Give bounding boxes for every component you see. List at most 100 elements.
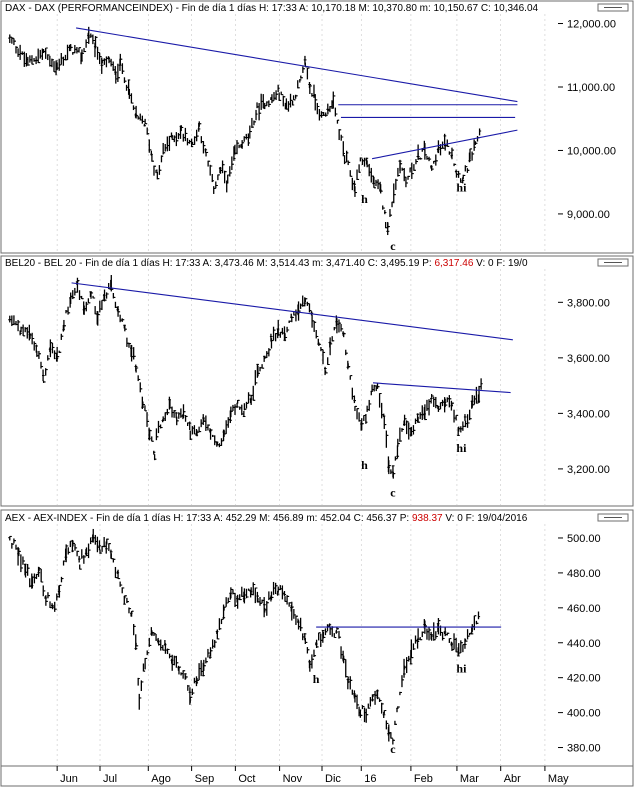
bel20-annotation-hi: hi: [456, 441, 467, 455]
time-axis-label: Ago: [151, 773, 171, 785]
bel20-header-field-label: M:: [257, 258, 271, 269]
dax-trendline[interactable]: [76, 27, 518, 103]
aex-plot: 380.00 400.00 420.00 440.00 460.00 480.00 500.…: [8, 524, 601, 765]
dax-plot: 9,000.00 10,000.00 11,000.00 12,000.00 h c hi: [8, 14, 616, 253]
aex-header-field-value: 456.37: [366, 513, 399, 524]
aex-header-field-label: F:: [466, 513, 478, 524]
bel20-trendline[interactable]: [372, 382, 511, 394]
aex-ytick-label: 460.00: [567, 603, 601, 615]
time-axis-label: Oct: [238, 773, 255, 785]
aex-header-field-value: 452.04: [320, 513, 353, 524]
time-axis-label: Dic: [325, 773, 341, 785]
bel20-header-name: BEL20 - BEL 20 - Fin de día 1 días: [5, 258, 163, 269]
bel20-plot: 3,200.00 3,400.00 3,600.00 3,800.00 h c hi: [8, 269, 610, 505]
dax-header-field-value: 10,346.04: [494, 3, 539, 14]
time-axis-label: 16: [364, 773, 376, 785]
bel20-header-field-label: P:: [422, 258, 434, 269]
time-axis-label: Mar: [460, 773, 479, 785]
aex-header-field-label: C:: [354, 513, 367, 524]
bel20-header-field-label: A:: [203, 258, 215, 269]
aex-ytick-label: 480.00: [567, 568, 601, 580]
time-axis-label: Sep: [195, 773, 215, 785]
aex-annotation-hi: hi: [456, 661, 467, 675]
bel20-header-field-value: 6,317.46: [434, 258, 476, 269]
dax-trendline[interactable]: [371, 129, 518, 160]
aex-header-field-value: 452.29: [226, 513, 259, 524]
bel20-header-field-value: 19/0: [508, 258, 528, 269]
aex-annotation-c: c: [390, 742, 396, 756]
aex-header-field-label: V:: [445, 513, 457, 524]
time-axis-label: Nov: [283, 773, 303, 785]
aex-ytick-label: 440.00: [567, 638, 601, 650]
bel20-header-field-value: 3,495.19: [381, 258, 423, 269]
aex-header-field-value: 456.89: [273, 513, 306, 524]
bel20-header-field-label: H:: [163, 258, 176, 269]
dax-header-field-label: A:: [299, 3, 311, 14]
bel20-header-field-value: 3,471.40: [326, 258, 368, 269]
aex-header-field-label: M:: [259, 513, 273, 524]
bel20-ytick-label: 3,800.00: [567, 297, 610, 309]
bel20-header-field-value: 3,473.46: [215, 258, 257, 269]
dax-annotation-h: h: [361, 192, 368, 206]
aex-annotation-h: h: [313, 672, 320, 686]
bel20-panel[interactable]: BEL20 - BEL 20 - Fin de día 1 días H: 17…: [0, 255, 634, 507]
bel20-ytick-label: 3,600.00: [567, 353, 610, 365]
aex-header: AEX - AEX-INDEX - Fin de día 1 días H: 1…: [5, 513, 528, 524]
aex-panel-frame: [0, 509, 634, 767]
bel20-ytick-label: 3,400.00: [567, 408, 610, 420]
aex-ytick-label: 500.00: [567, 533, 601, 545]
dax-annotation-hi: hi: [456, 181, 467, 195]
bel20-header-field-label: V:: [476, 258, 488, 269]
aex-header-field-label: m:: [306, 513, 320, 524]
bel20-header-field-value: 17:33: [175, 258, 202, 269]
dax-panel-frame: [0, 0, 634, 254]
dax-ytick-label: 12,000.00: [567, 19, 616, 31]
dax-ytick-label: 9,000.00: [567, 209, 610, 221]
bel20-ytick-label: 3,200.00: [567, 464, 610, 476]
bel20-annotation-c: c: [390, 486, 396, 500]
aex-ytick-label: 420.00: [567, 673, 601, 685]
aex-header-field-value: 938.37: [412, 513, 445, 524]
aex-ytick-label: 400.00: [567, 708, 601, 720]
bel20-header-field-label: F:: [496, 258, 508, 269]
dax-header-field-value: 10,170.18: [311, 3, 358, 14]
dax-ytick-label: 11,000.00: [567, 82, 615, 94]
dax-header-field-value: 10,150.67: [434, 3, 481, 14]
dax-header-field-value: 10,370.80: [372, 3, 419, 14]
dax-header-field-label: H:: [259, 3, 272, 14]
dax-annotation-c: c: [390, 239, 396, 253]
time-axis-label: May: [548, 773, 569, 785]
bel20-annotation-h: h: [361, 458, 368, 472]
bel20-header-field-value: 3,514.43: [270, 258, 312, 269]
bel20-trendline[interactable]: [71, 282, 513, 341]
dax-panel[interactable]: DAX - DAX (PERFORMANCEINDEX) - Fin de dí…: [0, 0, 634, 254]
aex-ytick-label: 380.00: [567, 743, 601, 755]
dax-header-field-value: 17:33: [272, 3, 299, 14]
bel20-header-field-label: m:: [312, 258, 326, 269]
bel20-panel-frame: [0, 255, 634, 507]
time-axis: Jun Jul Ago Sep Oct Nov Dic 16 Feb Mar Abr May: [0, 765, 634, 787]
aex-header-field-label: P:: [400, 513, 412, 524]
bel20-header-field-value: 0: [488, 258, 496, 269]
dax-ytick-label: 10,000.00: [567, 145, 616, 157]
bel20-header-field-label: C:: [368, 258, 381, 269]
aex-panel[interactable]: AEX - AEX-INDEX - Fin de día 1 días H: 1…: [0, 509, 634, 767]
dax-header-field-label: C:: [481, 3, 494, 14]
time-axis-label: Feb: [414, 773, 433, 785]
aex-header-field-value: 17:33: [186, 513, 213, 524]
dax-header: DAX - DAX (PERFORMANCEINDEX) - Fin de dí…: [5, 3, 539, 14]
dax-header-field-label: m:: [420, 3, 434, 14]
aex-header-field-value: 0: [457, 513, 465, 524]
time-axis-frame: [0, 765, 634, 787]
aex-header-field-value: 19/04/2016: [477, 513, 527, 524]
aex-header-field-label: H:: [173, 513, 186, 524]
aex-header-name: AEX - AEX-INDEX - Fin de día 1 días: [5, 513, 173, 524]
bel20-header: BEL20 - BEL 20 - Fin de día 1 días H: 17…: [5, 258, 528, 269]
time-axis-label: Abr: [504, 773, 521, 785]
dax-header-field-label: M:: [359, 3, 373, 14]
time-axis-label: Jun: [60, 773, 78, 785]
dax-header-name: DAX - DAX (PERFORMANCEINDEX) - Fin de dí…: [5, 3, 259, 14]
time-axis-label: Jul: [103, 773, 117, 785]
aex-header-field-label: A:: [213, 513, 225, 524]
